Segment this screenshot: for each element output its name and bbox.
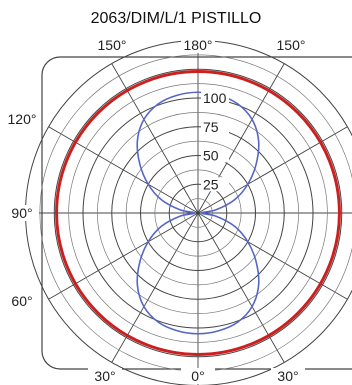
angle-label: 30°: [94, 368, 115, 384]
radial-tick-bg: [201, 119, 229, 134]
chart-title: 2063/DIM/L/1 PISTILLO: [90, 10, 262, 27]
series-red-curve: [55, 70, 341, 356]
grid-circle: [111, 126, 285, 300]
radial-tick-bg: [201, 91, 229, 105]
radial-tick-bg: [201, 148, 229, 163]
series-blue-curve: [136, 91, 260, 335]
grid-circle: [82, 97, 314, 329]
grid-circle: [154, 169, 242, 257]
radial-tick-label: 75: [203, 119, 219, 135]
radial-tick-label: 25: [203, 176, 219, 192]
angle-label-bg: [181, 368, 215, 384]
angle-label-bg: [5, 205, 39, 221]
angle-label-bg: [5, 111, 39, 127]
angle-label-bg: [95, 37, 129, 53]
angle-label: 150°: [277, 37, 306, 53]
angle-label: 180°: [184, 37, 213, 53]
angle-label-bg: [181, 37, 215, 53]
grid-circle: [125, 140, 271, 286]
radial-tick-label: 100: [203, 90, 227, 106]
label-layer: 25 50 75 100 150° 180° 150° 120° 90° 60° 30° 0° 30°: [5, 37, 308, 384]
angle-label: 60°: [11, 293, 32, 309]
grid-circle: [68, 83, 328, 343]
angle-label-bg: [5, 293, 39, 309]
angle-label: 30°: [277, 368, 298, 384]
grid-circle: [53, 68, 343, 358]
angle-label-bg: [274, 37, 308, 53]
angle-label: 120°: [8, 111, 37, 127]
grid-circle: [97, 112, 299, 314]
angle-label-bg: [271, 368, 305, 384]
grid-circle: [168, 183, 228, 243]
angle-label: 90°: [11, 205, 32, 221]
series-layer: [55, 70, 341, 356]
angle-label: 150°: [98, 37, 127, 53]
grid-circle: [183, 198, 213, 228]
grid-circle: [140, 155, 256, 271]
angle-label: 0°: [191, 368, 204, 384]
radial-tick-bg: [201, 177, 229, 192]
angle-label-bg: [88, 368, 122, 384]
radial-tick-label: 50: [203, 148, 219, 164]
